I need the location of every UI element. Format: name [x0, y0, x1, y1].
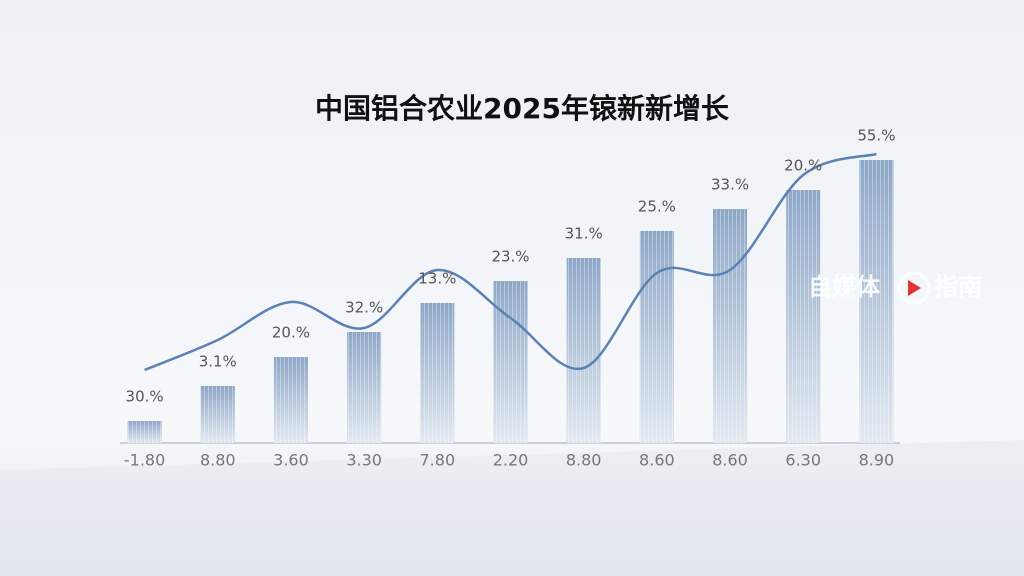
watermark-text: 指南 — [934, 273, 982, 301]
bar-fade — [273, 357, 308, 443]
bar-fade — [713, 209, 748, 443]
line — [144, 152, 877, 372]
play-icon — [908, 280, 921, 296]
x-tick-label: 3.30 — [346, 451, 382, 470]
x-tick-label: 8.80 — [566, 451, 602, 470]
bar-fade — [566, 258, 601, 443]
bar-fade — [200, 386, 235, 443]
x-tick-label: 8.90 — [859, 451, 895, 470]
bar-label: 32.% — [345, 299, 383, 317]
bar-fade — [127, 421, 162, 443]
bar-label: 55.% — [857, 127, 895, 145]
x-tick-label: -1.80 — [124, 451, 165, 470]
x-tick-label: 6.30 — [785, 451, 821, 470]
bar-label: 23.% — [491, 248, 529, 266]
x-tick-label: 7.80 — [420, 451, 456, 470]
x-tick-label: 8.60 — [712, 451, 748, 470]
bar-label: 20.% — [784, 157, 822, 175]
bar-fade — [639, 231, 674, 443]
bar-label: 30.% — [126, 388, 164, 406]
bar-fade — [420, 303, 455, 443]
bar-label: 33.% — [711, 176, 749, 194]
bar-label: 3.1% — [199, 353, 237, 371]
bar-label: 31.% — [565, 225, 603, 243]
x-tick-label: 3.60 — [273, 451, 309, 470]
bar-fade — [347, 332, 382, 443]
bar-fade — [786, 190, 821, 443]
floor — [0, 440, 1024, 576]
bar-label: 20.% — [272, 324, 310, 342]
bar-fade — [493, 281, 528, 443]
watermark-text: 自媒体 — [808, 273, 881, 301]
x-tick-label: 8.80 — [200, 451, 236, 470]
x-tick-label: 8.60 — [639, 451, 675, 470]
watermark: 自媒体 指南 — [808, 271, 982, 305]
bar-label: 13.% — [418, 270, 456, 288]
bar-label: 25.% — [638, 198, 676, 216]
bar-fade — [859, 160, 894, 443]
x-tick-label: 2.20 — [493, 451, 529, 470]
chart-title: 中国铝合农业2025年锿新新增长 — [315, 92, 729, 125]
watermark-icon — [897, 271, 931, 305]
